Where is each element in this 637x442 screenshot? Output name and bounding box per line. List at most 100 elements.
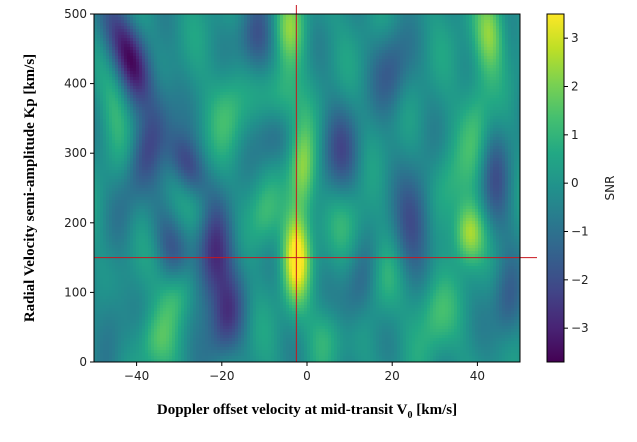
heat-cell	[181, 245, 185, 249]
heat-cell	[187, 263, 191, 267]
heat-cell	[163, 221, 167, 225]
heat-cell	[112, 221, 116, 225]
heat-cell	[112, 272, 116, 276]
heat-cell	[181, 257, 185, 261]
heat-cell	[157, 287, 161, 291]
heat-cell	[151, 239, 155, 243]
heat-cell	[196, 341, 200, 345]
heat-cell	[205, 161, 209, 165]
heat-cell	[151, 101, 155, 105]
heat-cell	[175, 311, 179, 315]
heat-cell	[211, 323, 215, 327]
heat-cell	[199, 14, 203, 18]
heat-cell	[154, 200, 158, 204]
heat-cell	[118, 71, 122, 75]
heat-cell	[178, 47, 182, 51]
heat-cell	[169, 50, 173, 54]
heat-cell	[175, 131, 179, 135]
heat-cell	[142, 305, 146, 309]
heat-cell	[94, 296, 98, 300]
heat-cell	[220, 326, 224, 330]
heat-cell	[178, 230, 182, 234]
heat-cell	[169, 290, 173, 294]
heat-cell	[136, 302, 140, 306]
heat-cell	[217, 110, 221, 114]
heat-cell	[118, 59, 122, 63]
heat-cell	[142, 119, 146, 123]
heat-cell	[175, 215, 179, 219]
heat-cell	[133, 299, 137, 303]
heat-cell	[196, 89, 200, 93]
heat-cell	[157, 98, 161, 102]
heat-cell	[142, 230, 146, 234]
heat-cell	[106, 344, 110, 348]
heat-cell	[217, 104, 221, 108]
heat-cell	[103, 113, 107, 117]
heat-cell	[106, 257, 110, 261]
heat-cell	[163, 116, 167, 120]
heat-cell	[97, 323, 101, 327]
heat-cell	[148, 164, 152, 168]
heat-cell	[112, 128, 116, 132]
heat-cell	[190, 74, 194, 78]
heat-cell	[94, 230, 98, 234]
heat-cell	[193, 131, 197, 135]
heat-cell	[208, 353, 212, 357]
heat-cell	[202, 236, 206, 240]
heat-cell	[181, 236, 185, 240]
heat-cell	[118, 233, 122, 237]
heat-cell	[205, 236, 209, 240]
heat-cell	[184, 119, 188, 123]
heat-cell	[211, 23, 215, 27]
heat-cell	[142, 116, 146, 120]
heat-cell	[127, 203, 131, 207]
heat-cell	[112, 152, 116, 156]
heat-cell	[205, 26, 209, 30]
heat-cell	[139, 128, 143, 132]
heat-cell	[217, 56, 221, 60]
heat-cell	[211, 143, 215, 147]
heat-cell	[217, 359, 221, 362]
heat-cell	[199, 17, 203, 21]
heat-cell	[124, 47, 128, 51]
heat-cell	[154, 59, 158, 63]
heat-cell	[118, 20, 122, 24]
heat-cell	[220, 137, 224, 141]
heat-cell	[205, 185, 209, 189]
heat-cell	[181, 314, 185, 318]
heat-cell	[130, 128, 134, 132]
heat-cell	[121, 44, 125, 48]
heat-cell	[109, 323, 113, 327]
heat-cell	[154, 203, 158, 207]
heat-cell	[205, 44, 209, 48]
heat-cell	[202, 131, 206, 135]
heat-cell	[118, 161, 122, 165]
heat-cell	[124, 260, 128, 264]
heat-cell	[94, 269, 98, 273]
heat-cell	[154, 38, 158, 42]
heat-cell	[112, 65, 116, 69]
heat-cell	[178, 356, 182, 360]
heat-cell	[220, 293, 224, 297]
heat-cell	[145, 341, 149, 345]
heat-cell	[205, 311, 209, 315]
heat-cell	[145, 68, 149, 72]
heat-cell	[124, 179, 128, 183]
heat-cell	[139, 104, 143, 108]
heat-cell	[175, 302, 179, 306]
heat-cell	[157, 242, 161, 246]
heat-cell	[142, 260, 146, 264]
heat-cell	[208, 155, 212, 159]
heat-cell	[154, 326, 158, 330]
heat-cell	[109, 50, 113, 54]
heat-cell	[205, 308, 209, 312]
heat-cell	[205, 335, 209, 339]
heat-cell	[217, 278, 221, 282]
heat-cell	[208, 278, 212, 282]
heat-cell	[208, 185, 212, 189]
heat-cell	[169, 245, 173, 249]
heat-cell	[220, 314, 224, 318]
heat-cell	[157, 239, 161, 243]
heat-cell	[181, 131, 185, 135]
heat-cell	[154, 245, 158, 249]
